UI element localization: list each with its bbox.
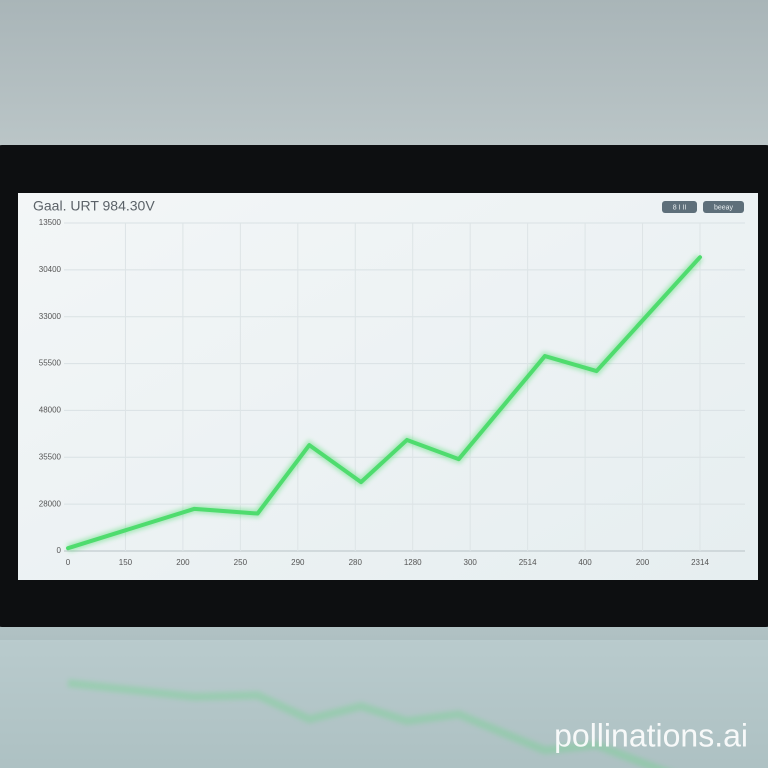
x-tick-label: 400 [578,558,592,567]
x-tick-label: 2314 [691,558,709,567]
x-tick-label: 200 [176,558,190,567]
x-tick-label: 0 [66,558,71,567]
screen [18,193,758,580]
line-reflection [67,679,668,768]
y-tick-label: 13500 [39,218,62,227]
x-tick-label: 1280 [404,558,422,567]
x-tick-label: 290 [291,558,305,567]
button[interactable] [703,201,744,213]
button[interactable] [662,201,697,213]
x-tick-label: 200 [636,558,650,567]
y-tick-label: 0 [57,546,62,555]
x-tick-label: 150 [119,558,133,567]
y-tick-label: 28000 [39,499,62,508]
chart-title: Gaal. URT 984.30V [33,198,155,214]
y-tick-label: 55500 [39,359,62,368]
y-tick-label: 35500 [39,452,62,461]
x-tick-label: 280 [349,558,363,567]
x-tick-label: 250 [234,558,248,567]
y-tick-label: 30400 [39,265,62,274]
watermark: pollinations.ai [554,717,748,753]
y-tick-label: 48000 [39,406,62,415]
button-label[interactable]: 8 I II [673,204,687,211]
button-label[interactable]: beeay [714,204,734,211]
line [66,255,702,551]
y-tick-label: 33000 [39,312,62,321]
desk-reflection [0,640,768,768]
x-tick-label: 300 [464,558,478,567]
x-tick-label: 2514 [519,558,537,567]
